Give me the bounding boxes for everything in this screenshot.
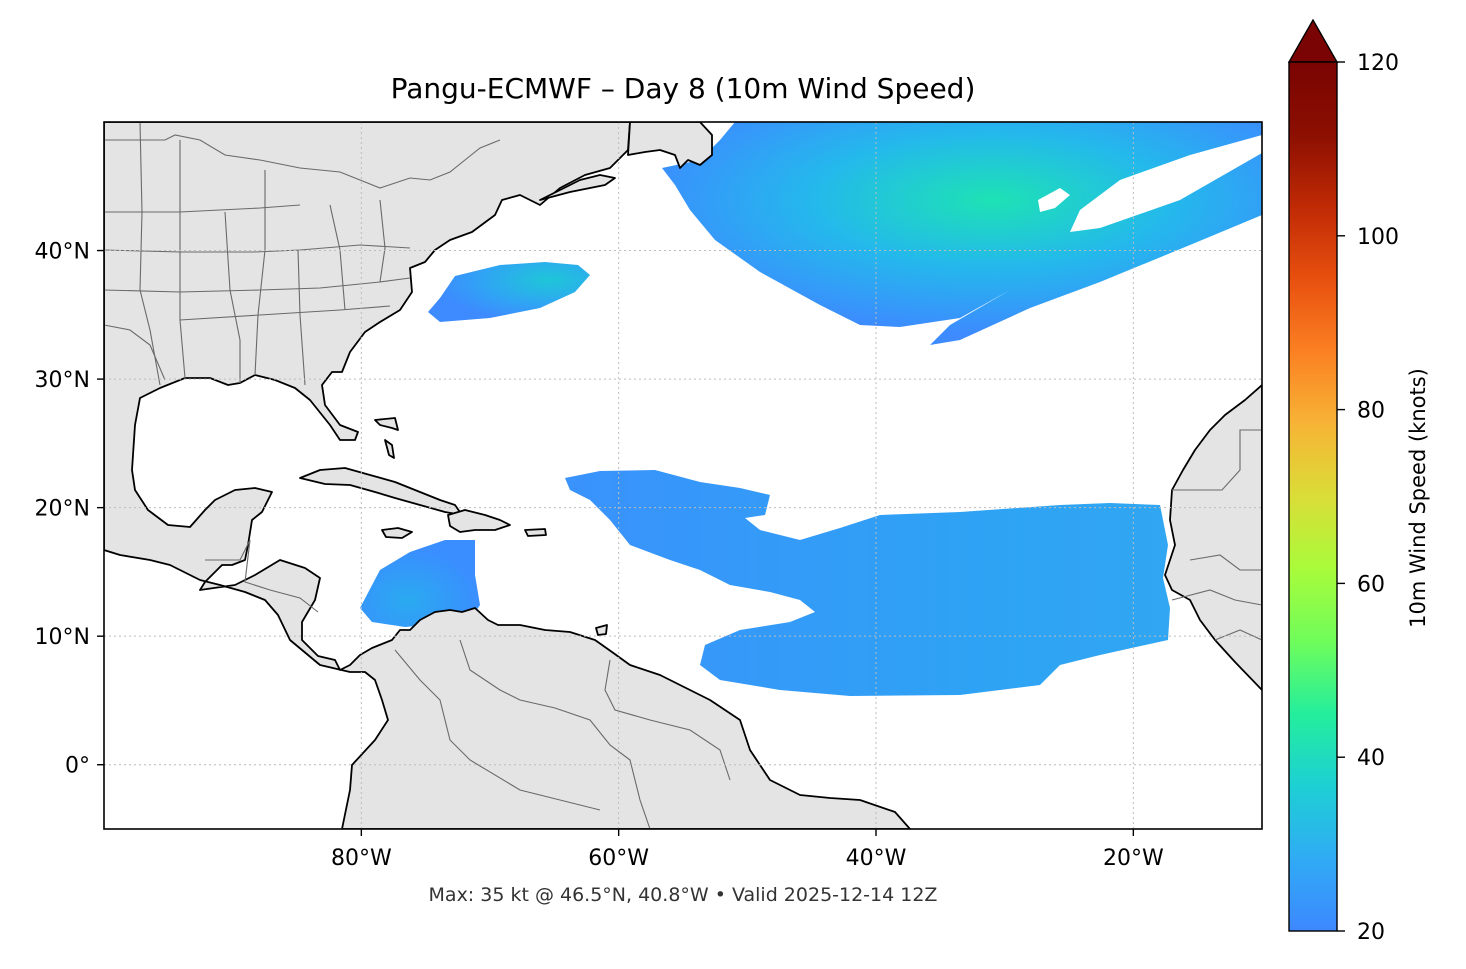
border-states-v4 <box>254 170 266 376</box>
colorbar-extend-arrow <box>1287 18 1339 63</box>
lon-tick-label: 60°W <box>588 846 649 871</box>
border-states-v1 <box>139 122 161 386</box>
border-us-mexico <box>104 324 166 381</box>
colorbar-tick-label: 80 <box>1357 399 1385 424</box>
colorbar-bar <box>1288 61 1338 932</box>
colorbar-tick-label: 60 <box>1357 572 1385 597</box>
land-newfoundland <box>627 122 713 169</box>
land-west-africa <box>1164 384 1262 691</box>
border-south-america-3 <box>604 659 731 781</box>
border-states-v6 <box>329 204 346 311</box>
land <box>104 122 1262 829</box>
border-south-america-1 <box>459 639 651 829</box>
map-frame <box>103 121 1263 830</box>
wind-north-atlantic <box>662 122 1262 345</box>
border-africa-1 <box>1172 429 1262 491</box>
wind-tropical-trades <box>565 470 1170 696</box>
colorbar: 20 40 60 80 100 120 <box>1287 18 1399 945</box>
lat-tick-label: 20°N <box>35 497 90 522</box>
border-states-v5 <box>297 249 306 386</box>
border-central-america <box>205 539 319 613</box>
lat-tick-label: 0° <box>65 754 90 779</box>
land-puerto-rico <box>524 528 547 537</box>
border-south-america-2 <box>394 649 601 811</box>
land-bahamas-2 <box>384 439 395 459</box>
land-nova-scotia <box>539 174 616 201</box>
map-title: Pangu-ECMWF – Day 8 (10m Wind Speed) <box>390 72 976 105</box>
land-cuba <box>299 467 463 516</box>
colorbar-label: 10m Wind Speed (knots) <box>1406 368 1430 628</box>
wind-caribbean <box>360 540 480 627</box>
border-states-v7 <box>379 199 386 283</box>
colorbar-tick-label: 20 <box>1357 920 1385 945</box>
lat-axis: 40°N 30°N 20°N 10°N 0° <box>35 240 104 779</box>
land-trinidad <box>595 624 608 636</box>
lon-tick-label: 80°W <box>331 846 392 871</box>
border-states-v2 <box>179 140 186 379</box>
colorbar-tick-label: 120 <box>1357 51 1399 76</box>
wind-mid-atlantic-coast <box>428 262 590 322</box>
border-states-v3 <box>224 211 241 383</box>
lon-tick-label: 20°W <box>1103 846 1164 871</box>
colorbar-tick-label: 40 <box>1357 746 1385 771</box>
border-africa-2 <box>1171 589 1262 606</box>
borders <box>104 122 1262 829</box>
land-bahamas <box>374 417 399 431</box>
border-states-h2 <box>104 244 411 253</box>
border-us-canada <box>104 134 501 189</box>
lat-tick-label: 10°N <box>35 625 90 650</box>
map-footer: Max: 35 kt @ 46.5°N, 40.8°W • Valid 2025… <box>428 884 938 906</box>
lon-axis: 80°W 60°W 40°W 20°W <box>331 829 1164 871</box>
map-area <box>104 122 1262 829</box>
land-jamaica <box>381 527 413 539</box>
colorbar-ticks: 20 40 60 80 100 120 <box>1337 51 1399 945</box>
gridlines <box>104 122 1262 829</box>
wind-north-hole <box>1038 188 1070 212</box>
colorbar-tick-label: 100 <box>1357 225 1399 250</box>
border-states-h3 <box>104 277 411 293</box>
land-north-america <box>104 122 911 829</box>
land-hispaniola <box>447 509 511 533</box>
border-africa-3 <box>1189 554 1262 571</box>
lon-tick-label: 40°W <box>846 846 907 871</box>
lat-tick-label: 30°N <box>35 368 90 393</box>
lat-tick-label: 40°N <box>35 240 90 265</box>
